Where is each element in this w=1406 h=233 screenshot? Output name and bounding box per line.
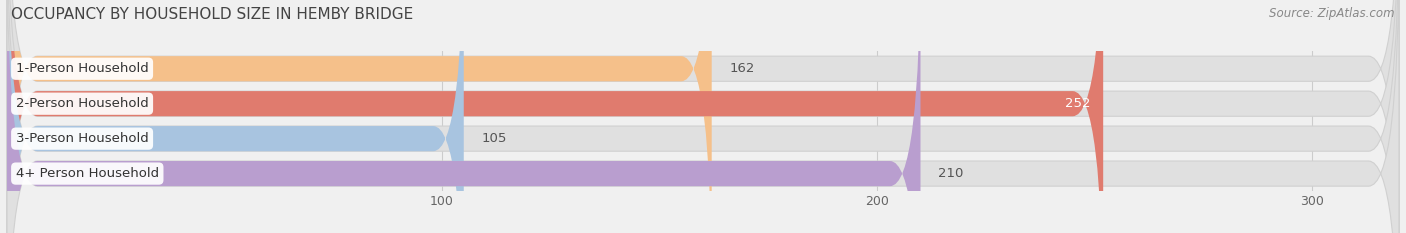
FancyBboxPatch shape — [7, 0, 1399, 233]
FancyBboxPatch shape — [7, 0, 1104, 233]
Text: 162: 162 — [730, 62, 755, 75]
Text: Source: ZipAtlas.com: Source: ZipAtlas.com — [1270, 7, 1395, 20]
Text: 210: 210 — [938, 167, 963, 180]
Text: 4+ Person Household: 4+ Person Household — [15, 167, 159, 180]
Text: 105: 105 — [481, 132, 506, 145]
FancyBboxPatch shape — [7, 0, 711, 233]
Text: 2-Person Household: 2-Person Household — [15, 97, 149, 110]
Text: 1-Person Household: 1-Person Household — [15, 62, 149, 75]
FancyBboxPatch shape — [7, 0, 464, 233]
Text: OCCUPANCY BY HOUSEHOLD SIZE IN HEMBY BRIDGE: OCCUPANCY BY HOUSEHOLD SIZE IN HEMBY BRI… — [11, 7, 413, 22]
Text: 252: 252 — [1064, 97, 1090, 110]
Text: 3-Person Household: 3-Person Household — [15, 132, 149, 145]
FancyBboxPatch shape — [7, 0, 1399, 233]
FancyBboxPatch shape — [7, 0, 1399, 233]
FancyBboxPatch shape — [7, 0, 1399, 233]
FancyBboxPatch shape — [7, 0, 921, 233]
